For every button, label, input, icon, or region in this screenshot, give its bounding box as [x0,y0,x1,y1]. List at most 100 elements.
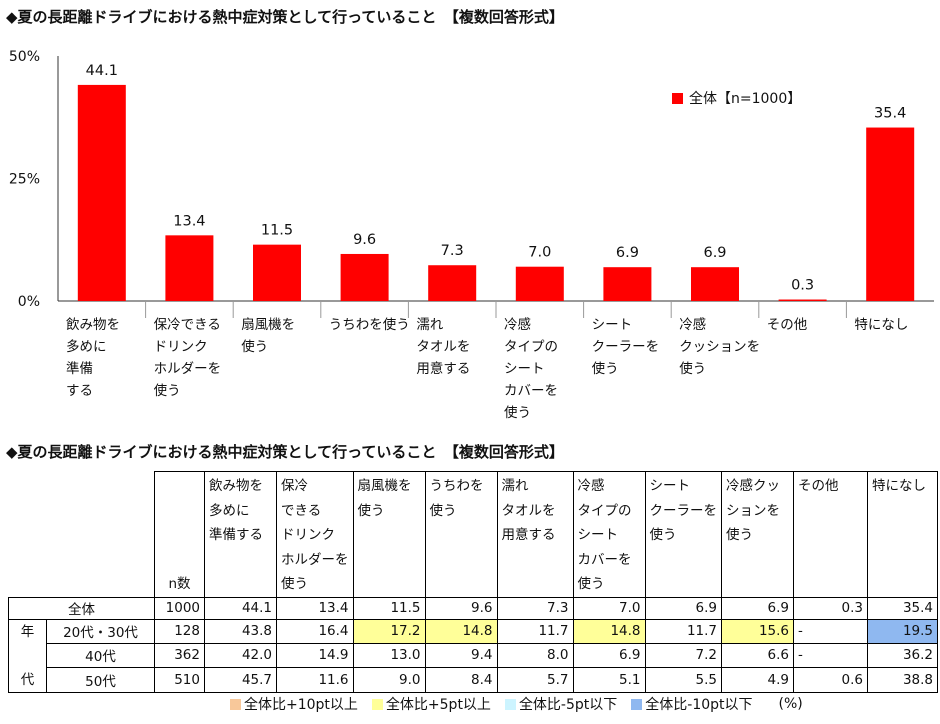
value-cell: 11.5 [352,596,426,620]
category-label: 扇風機を 使う [241,317,296,355]
data-label: 9.6 [353,232,376,248]
n-cell: 362 [154,642,205,669]
value-cell: 0.3 [793,596,868,620]
value-cell: 11.7 [644,618,722,644]
y-tick-label: 0% [18,294,40,310]
column-header: シート クーラーを 使う [644,471,722,598]
bar [428,265,477,301]
table-legend-swatch [504,698,516,710]
value-cell: 45.7 [204,667,277,693]
value-cell: 5.7 [496,667,574,693]
table-legend-label: 全体比+10pt以上 [244,697,358,713]
bar [603,267,652,301]
table-legend-item: 全体比+5pt以上 [371,694,491,714]
legend-label: 全体【n=1000】 [689,91,802,107]
category-label: 冷感 タイプの シート カバーを 使う [504,317,558,421]
unit-label: (%) [778,696,803,712]
table-legend-label: 全体比-10pt以下 [645,697,753,713]
column-header: その他 [793,471,868,598]
value-cell: - [793,642,868,669]
value-cell: 19.5 [867,618,938,644]
y-tick-label: 50% [9,49,40,65]
value-cell: 6.6 [721,642,794,669]
value-cell: 11.7 [496,618,574,644]
value-cell: 5.5 [644,667,722,693]
legend-swatch [672,92,683,104]
column-header: 特になし [867,471,938,598]
category-label: 飲み物を 多めに 準備 する [66,317,120,399]
value-cell: 36.2 [867,642,938,669]
bar [866,127,915,301]
value-cell: 13.0 [352,642,426,669]
data-label: 7.0 [528,245,551,261]
value-cell: 9.6 [424,596,498,620]
value-cell: - [793,618,868,644]
data-label: 11.5 [261,223,293,239]
data-label: 0.3 [791,278,814,294]
value-cell: 0.6 [793,667,868,693]
value-cell: 4.9 [721,667,794,693]
age-group-label: 年 代 [8,618,47,693]
value-cell: 14.9 [276,642,354,669]
category-label: 冷感 クッションを 使う [679,317,761,377]
table-legend-item: 全体比-5pt以下 [504,694,617,714]
table-title: ◆夏の長距離ドライブにおける熱中症対策として行っていること 【複数回答形式】 [6,443,564,461]
category-label: シート クーラーを 使う [591,317,660,377]
column-header: 扇風機を 使う [352,471,426,598]
table-row: 50代 510 45.7 11.6 9.0 8.4 5.7 5.1 5.5 4.9 0.6 38.8 [9,667,938,693]
n-cell: 510 [154,667,205,693]
y-tick-label: 25% [9,172,40,188]
data-label: 7.3 [441,243,464,259]
value-cell: 11.6 [276,667,354,693]
column-header: 冷感 タイプの シート カバーを 使う [572,471,646,598]
bar [515,266,564,301]
category-label: うちわを使う [328,317,410,333]
value-cell: 6.9 [644,596,722,620]
category-label: 濡れ タオルを 用意する [416,317,471,377]
value-cell: 35.4 [867,596,938,620]
value-cell: 42.0 [204,642,277,669]
value-cell: 38.8 [867,667,938,693]
table-legend-label: 全体比+5pt以上 [385,697,491,713]
value-cell: 17.2 [352,618,426,644]
bar-chart: 0% 25% 50% 44.1 13.4 11.5 9.6 7.3 7.0 6.9 6.9 0.3 35… [9,49,934,318]
table-corner [9,472,155,598]
value-cell: 44.1 [204,596,277,620]
table-row: 全体 1000 44.1 13.4 11.5 9.6 7.3 7.0 6.9 6.9 0.3 35.4 [8,596,938,620]
value-cell: 43.8 [204,618,277,644]
value-cell: 7.2 [644,642,722,669]
data-label: 6.9 [703,245,726,261]
value-cell: 14.8 [572,618,646,644]
bar [253,244,301,301]
column-header: 濡れ タオルを 用意する [496,471,574,598]
n-header: n数 [154,471,205,598]
n-cell: 128 [154,618,205,644]
chart-title: ◆夏の長距離ドライブにおける熱中症対策として行っていること 【複数回答形式】 [6,8,564,26]
value-cell: 16.4 [276,618,354,644]
value-cell: 9.0 [352,667,426,693]
value-cell: 15.6 [721,618,794,644]
value-cell: 7.3 [496,596,574,620]
bar [340,253,389,301]
row-label: 20代・30代 [46,618,155,644]
column-header: 冷感クッ ションを 使う [721,471,794,598]
bar [691,267,739,301]
value-cell: 9.4 [424,642,498,669]
category-label: その他 [766,317,808,333]
chart-legend: 全体【n=1000】 [672,88,801,108]
category-label: 保冷できる ドリンク ホルダーを 使う [153,317,222,399]
value-cell: 7.0 [572,596,646,620]
value-cell: 13.4 [276,596,354,620]
table-legend-item: 全体比-10pt以下 [631,694,753,714]
bar [778,299,827,301]
value-cell: 5.1 [572,667,646,693]
data-label: 6.9 [616,245,639,261]
table-legend: 全体比+10pt以上 全体比+5pt以上 全体比-5pt以下 全体比-10pt以下 (%… [230,694,803,714]
data-table: n数 飲み物を 多めに 準備する 保冷 できる ドリンク ホルダーを 使う 扇風機を … [8,471,938,693]
data-label: 35.4 [874,106,906,122]
row-label: 全体 [8,596,155,620]
table-legend-swatch [631,698,643,710]
value-cell: 6.9 [721,596,794,620]
value-cell: 14.8 [424,618,498,644]
table-row: 年 代 20代・30代 128 43.8 16.4 17.2 14.8 11.7 14.8 11.… [8,618,938,693]
